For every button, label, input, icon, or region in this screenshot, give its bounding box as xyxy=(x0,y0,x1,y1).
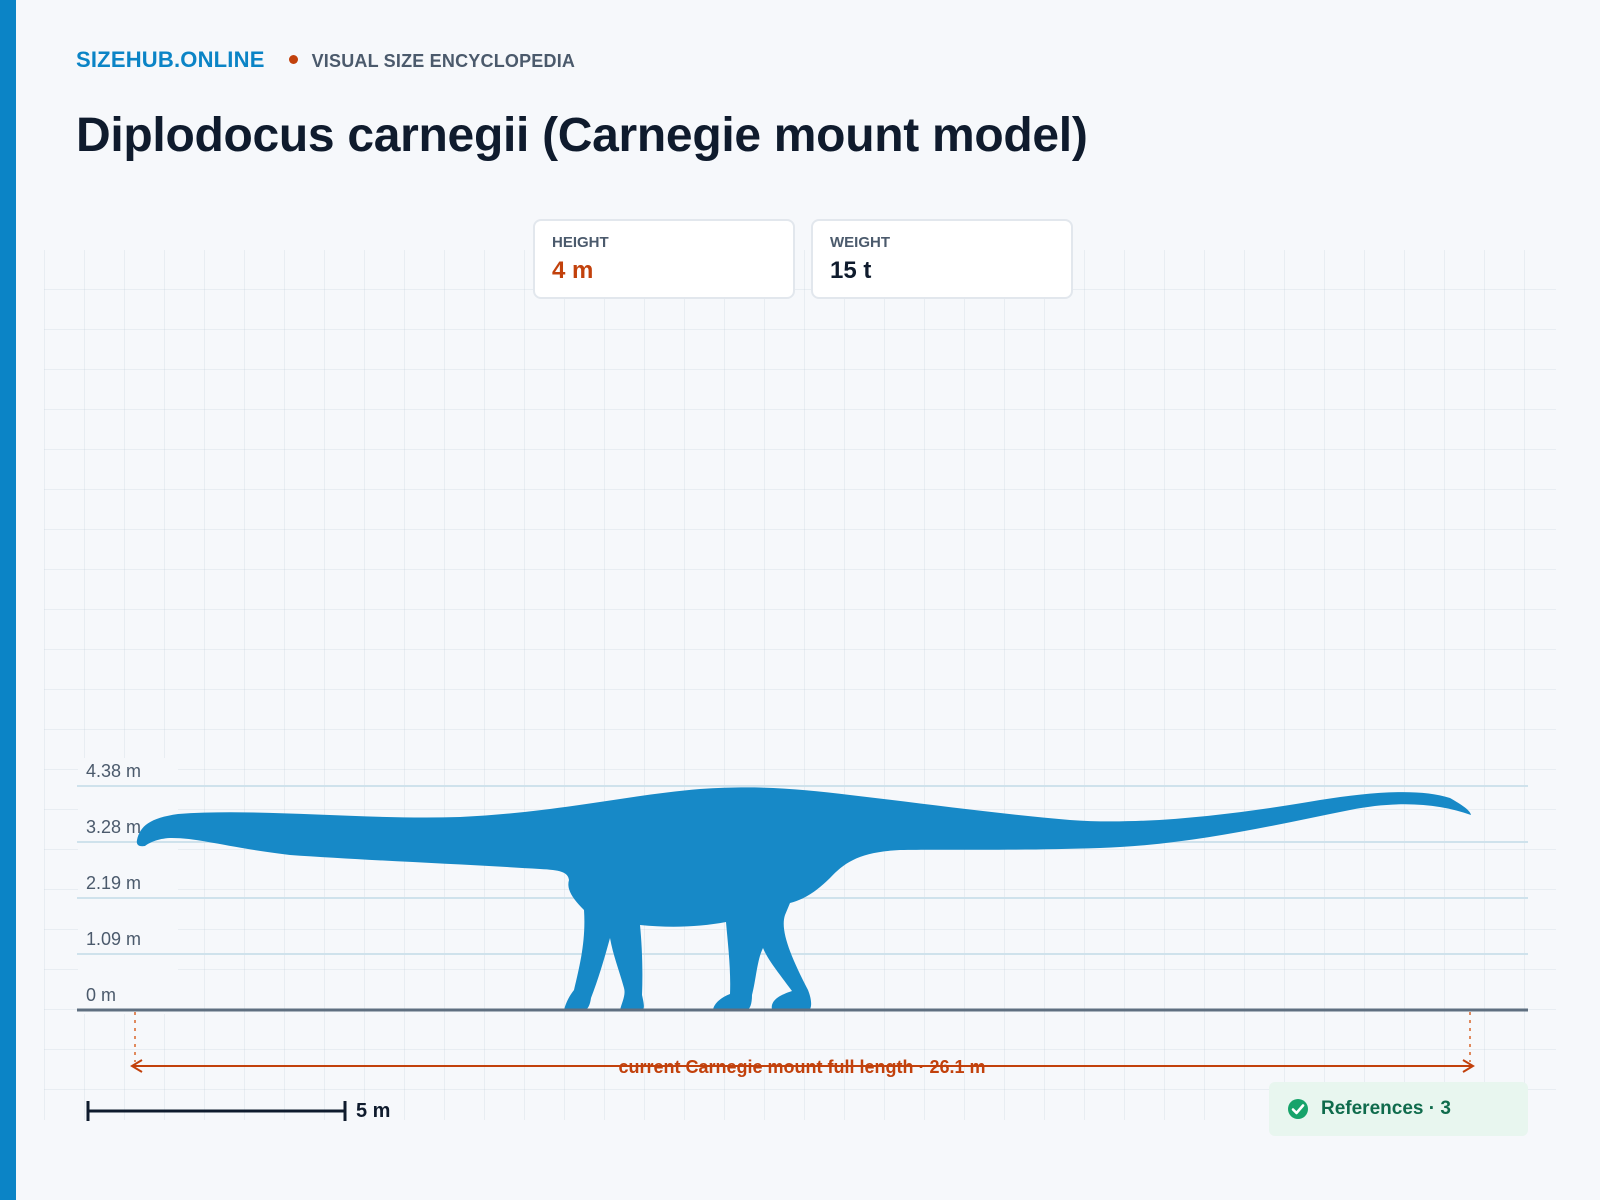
y-tick-label: 4.38 m xyxy=(86,761,141,781)
tick-label-backdrop xyxy=(78,758,178,1014)
weight-stat-value: 15 t xyxy=(830,257,872,284)
references-button[interactable]: References · 3 xyxy=(1269,1082,1528,1136)
separator-dot xyxy=(288,54,298,64)
check-circle-icon xyxy=(1288,1099,1308,1119)
y-tick-label: 2.19 m xyxy=(86,873,141,893)
height-stat-label: HEIGHT xyxy=(552,234,609,251)
length-annotation: current Carnegie mount full length · 26.… xyxy=(618,1057,985,1077)
length-arrow-left-icon xyxy=(130,1059,143,1073)
site-tagline: VISUAL SIZE ENCYCLOPEDIA xyxy=(311,51,576,71)
y-tick-label: 1.09 m xyxy=(86,929,141,949)
references-label: References · 3 xyxy=(1321,1098,1451,1119)
height-stat-value: 4 m xyxy=(552,257,594,284)
site-brand-link[interactable]: SIZEHUB.ONLINE xyxy=(76,47,265,72)
diplodocus-silhouette xyxy=(136,787,1471,1010)
weight-stat-label: WEIGHT xyxy=(830,234,890,251)
accent-bar xyxy=(0,0,16,1200)
length-arrow-right-icon xyxy=(1462,1059,1475,1073)
site-header: SIZEHUB.ONLINE VISUAL SIZE ENCYCLOPEDIA xyxy=(76,47,575,73)
page-title: Diplodocus carnegii (Carnegie mount mode… xyxy=(76,109,1088,162)
weight-stat-card: WEIGHT 15 t xyxy=(811,219,1073,299)
scale-bar-label: 5 m xyxy=(356,1100,391,1122)
y-tick-label: 3.28 m xyxy=(86,817,141,837)
y-tick-label: 0 m xyxy=(86,985,116,1005)
height-stat-card: HEIGHT 4 m xyxy=(533,219,795,299)
